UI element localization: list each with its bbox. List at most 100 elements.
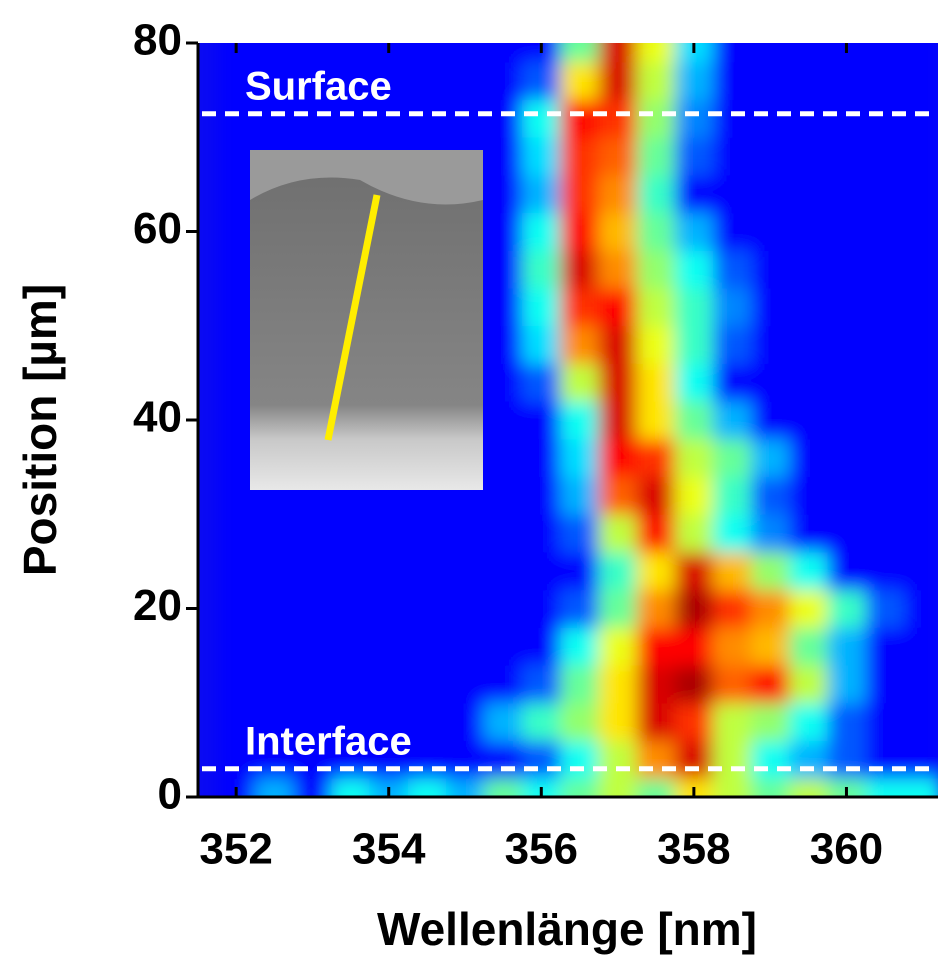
heatmap-cell xyxy=(598,778,638,797)
heatmap-cell xyxy=(560,551,600,591)
heatmap-cell xyxy=(865,551,905,591)
heatmap-cell xyxy=(712,514,752,553)
heatmap-cell xyxy=(751,137,790,176)
heatmap-cell xyxy=(903,401,938,440)
heatmap-cell xyxy=(407,778,447,797)
heatmap-cell xyxy=(560,476,600,515)
heatmap-cell xyxy=(217,627,256,666)
heatmap-cell xyxy=(598,174,638,214)
heatmap-cell xyxy=(789,174,828,214)
heatmap xyxy=(217,43,938,797)
heatmap-cell xyxy=(789,401,828,440)
heatmap-cell xyxy=(751,627,790,666)
heatmap-cell xyxy=(674,250,714,289)
heatmap-cell xyxy=(751,99,790,138)
heatmap-cell xyxy=(674,476,714,515)
heatmap-cell xyxy=(827,476,867,515)
heatmap-cell xyxy=(827,551,867,591)
heatmap-cell xyxy=(712,778,752,797)
heatmap-cell xyxy=(598,250,638,289)
heatmap-cell xyxy=(484,514,523,553)
heatmap-cell xyxy=(484,61,523,101)
heatmap-cell xyxy=(674,137,714,176)
heatmap-cell xyxy=(865,702,905,741)
heatmap-cell xyxy=(560,99,600,138)
heatmap-cell xyxy=(331,665,371,704)
inset-scan-line xyxy=(324,194,381,441)
heatmap-cell xyxy=(293,702,333,741)
heatmap-cell xyxy=(560,740,600,779)
heatmap-cell xyxy=(674,61,714,101)
heatmap-cell xyxy=(293,627,333,666)
heatmap-cell xyxy=(903,589,938,628)
heatmap-cell xyxy=(827,589,867,628)
heatmap-cell xyxy=(598,61,638,101)
heatmap-cell xyxy=(789,627,828,666)
heatmap-cell xyxy=(674,740,714,779)
heatmap-cell xyxy=(827,61,867,101)
heatmap-cell xyxy=(255,61,294,101)
heatmap-cell xyxy=(598,702,638,741)
heatmap-cell xyxy=(522,137,561,176)
heatmap-cell xyxy=(293,61,333,101)
heatmap-cell xyxy=(751,363,790,402)
heatmap-cell xyxy=(827,174,867,214)
heatmap-cell xyxy=(827,702,867,741)
heatmap-cell xyxy=(560,589,600,628)
heatmap-cell xyxy=(255,589,294,628)
heatmap-cell xyxy=(484,627,523,666)
heatmap-cell xyxy=(636,778,676,797)
heatmap-cell xyxy=(674,514,714,553)
heatmap-cell xyxy=(484,740,523,779)
heatmap-cell xyxy=(598,476,638,515)
heatmap-cell xyxy=(217,212,256,251)
heatmap-cell xyxy=(712,99,752,138)
heatmap-cell xyxy=(865,627,905,666)
heatmap-cell xyxy=(789,740,828,779)
heatmap-cell xyxy=(712,325,752,364)
heatmap-cell xyxy=(827,288,867,327)
heatmap-cell xyxy=(369,514,409,553)
heatmap-cell xyxy=(789,665,828,704)
heatmap-cell xyxy=(522,476,561,515)
heatmap-cell xyxy=(674,589,714,628)
heatmap-cell xyxy=(636,99,676,138)
heatmap-cell xyxy=(674,325,714,364)
heatmap-cell xyxy=(636,137,676,176)
heatmap-cell xyxy=(522,589,561,628)
heatmap-cell xyxy=(407,665,447,704)
heatmap-cell xyxy=(445,99,485,138)
y-tick-label: 40 xyxy=(133,393,182,442)
heatmap-cell xyxy=(865,137,905,176)
y-tick-label: 0 xyxy=(158,770,182,819)
heatmap-cell xyxy=(751,514,790,553)
heatmap-cell xyxy=(522,627,561,666)
x-axis-title: Wellenlänge [nm] xyxy=(377,903,757,955)
heatmap-cell xyxy=(445,61,485,101)
heatmap-cell xyxy=(789,288,828,327)
heatmap-cell xyxy=(598,740,638,779)
heatmap-cell xyxy=(674,174,714,214)
heatmap-cell xyxy=(865,288,905,327)
heatmap-cell xyxy=(369,61,409,101)
heatmap-cell xyxy=(865,325,905,364)
heatmap-cell xyxy=(407,61,447,101)
heatmap-cell xyxy=(522,551,561,591)
heatmap-cell xyxy=(331,61,371,101)
heatmap-cell xyxy=(674,665,714,704)
heatmap-cell xyxy=(484,401,523,440)
heatmap-cell xyxy=(636,476,676,515)
heatmap-cell xyxy=(712,627,752,666)
heatmap-cell xyxy=(598,99,638,138)
heatmap-cell xyxy=(865,740,905,779)
heatmap-cell xyxy=(598,589,638,628)
heatmap-cell xyxy=(712,702,752,741)
heatmap-cell xyxy=(293,778,333,797)
heatmap-cell xyxy=(293,665,333,704)
heatmap-cell xyxy=(712,401,752,440)
heatmap-cell xyxy=(522,250,561,289)
heatmap-cell xyxy=(865,61,905,101)
heatmap-cell xyxy=(369,665,409,704)
heatmap-cell xyxy=(293,740,333,779)
heatmap-cell xyxy=(522,438,561,478)
